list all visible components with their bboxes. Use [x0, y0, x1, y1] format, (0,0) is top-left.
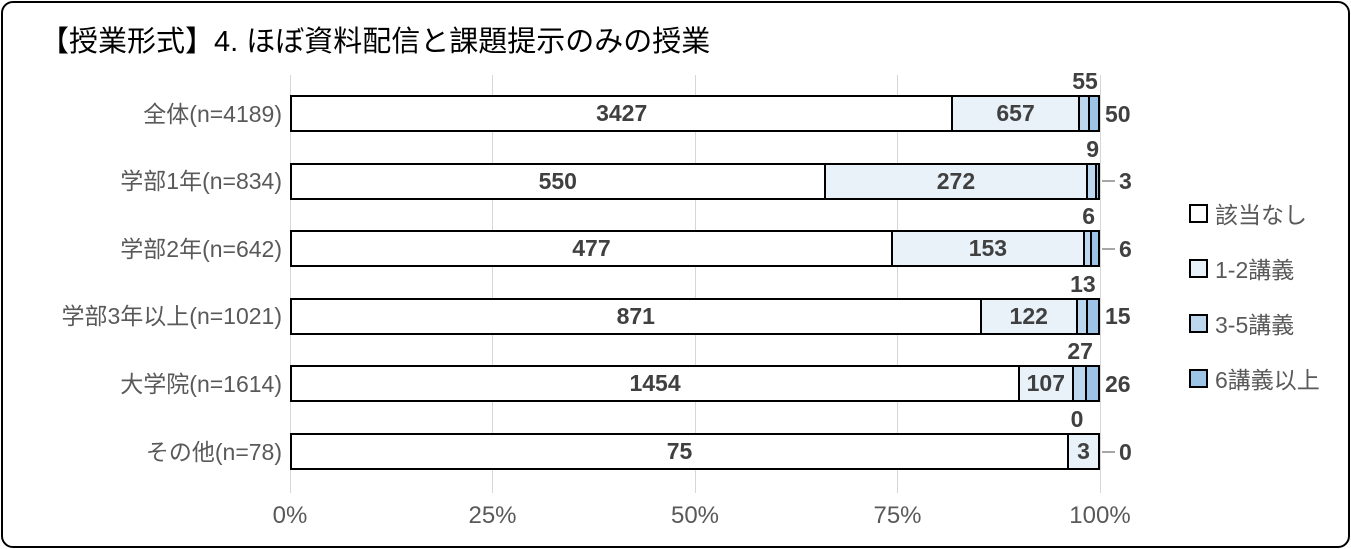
bar-segment-該当なし: 550: [292, 164, 824, 198]
bar-row: 550 272: [290, 162, 1100, 200]
bar-segment-3-5講義: [1075, 299, 1087, 333]
value-label-3-5講義: 27: [1067, 338, 1093, 365]
bar-segment-3-5講義: [1082, 232, 1091, 266]
bar-segment-該当なし: 3427: [292, 97, 952, 130]
bar-segment-6講義以上: [1090, 232, 1098, 266]
value-label-該当なし: 75: [666, 438, 693, 464]
bar-segment-3-5講義: [1086, 164, 1096, 198]
value-label-該当なし: 550: [538, 167, 577, 194]
legend-item-3-5講義: 3-5講義: [1189, 309, 1295, 338]
value-label-6講義以上: 26: [1105, 370, 1131, 397]
bar-segment-1-2講義: 153: [890, 232, 1083, 266]
category-label: 学部1年(n=834): [120, 168, 282, 195]
bar-segment-1-2講義: 657: [951, 97, 1078, 130]
legend-swatch-icon: [1189, 368, 1208, 388]
value-label-該当なし: 871: [616, 302, 655, 329]
value-label-3-5講義: 0: [1070, 406, 1084, 432]
category-label: 学部3年以上(n=1021): [61, 303, 283, 330]
legend-swatch-icon: [1189, 258, 1208, 278]
bar-segment-1-2講義: 107: [1018, 367, 1072, 401]
value-label-1-2講義: 153: [968, 235, 1008, 262]
category-label: その他(n=78): [145, 438, 282, 465]
bar-row: 1454 107: [290, 365, 1100, 403]
value-label-1-2講義: 272: [936, 167, 976, 194]
bar-segment-6講義以上: [1088, 97, 1098, 130]
bar-segment-3-5講義: [1071, 367, 1085, 401]
value-label-6講義以上: 0: [1119, 438, 1132, 465]
bar-row: 477 153: [290, 230, 1100, 268]
value-label-6講義以上: 3: [1119, 168, 1132, 195]
legend-label: 該当なし: [1215, 202, 1307, 228]
legend-item-6講義以上: 6講義以上: [1189, 364, 1320, 393]
value-label-1-2講義: 3: [1077, 438, 1090, 464]
bar-segment-6講義以上: [1084, 367, 1098, 401]
bar-segment-1-2講義: 272: [823, 164, 1087, 198]
value-label-1-2講義: 107: [1026, 370, 1065, 397]
category-label: 全体(n=4189): [143, 100, 282, 127]
gridline-75: [897, 75, 898, 493]
value-label-3-5講義: 13: [1070, 270, 1096, 297]
legend-item-1-2講義: 1-2講義: [1189, 254, 1295, 283]
bar-segment-該当なし: 75: [292, 435, 1067, 468]
gridline-25: [492, 75, 493, 493]
leader-line: [1102, 180, 1115, 183]
gridline-50: [694, 75, 696, 493]
gridline-100: [1099, 75, 1101, 493]
value-label-6講義以上: 6: [1119, 235, 1132, 262]
legend-item-該当なし: 該当なし: [1189, 199, 1307, 228]
legend-swatch-icon: [1189, 313, 1208, 333]
bar-segment-3-5講義: [1077, 97, 1089, 130]
x-tick-label-100: 100%: [1069, 502, 1131, 529]
legend-swatch-icon: [1189, 203, 1208, 223]
value-label-6講義以上: 50: [1105, 100, 1131, 127]
bar-segment-1-2講義: 3: [1067, 435, 1098, 468]
gridline-0: [289, 75, 291, 493]
legend-label: 6講義以上: [1215, 367, 1320, 393]
value-label-6講義以上: 15: [1105, 303, 1131, 330]
category-label: 大学院(n=1614): [120, 370, 282, 397]
bar-row: 871 122: [290, 297, 1100, 335]
value-label-該当なし: 477: [572, 235, 611, 262]
value-label-該当なし: 1454: [629, 370, 681, 397]
leader-line: [1102, 247, 1115, 250]
x-tick-label-0: 0%: [272, 502, 308, 529]
legend-label: 1-2講義: [1215, 257, 1295, 283]
leader-line: [1102, 450, 1115, 453]
chart-title: 【授業形式】4. ほぼ資料配信と課題提示のみの授業: [40, 26, 711, 58]
bar-segment-6講義以上: [1095, 164, 1098, 198]
value-label-3-5講義: 55: [1072, 68, 1098, 94]
bar-segment-1-2講義: 122: [979, 299, 1076, 333]
value-label-1-2講義: 657: [996, 100, 1035, 126]
bar-row: 3427 657: [290, 95, 1100, 132]
legend-label: 3-5講義: [1215, 312, 1295, 338]
bar-segment-該当なし: 871: [292, 299, 980, 333]
x-tick-label-75: 75%: [873, 502, 922, 529]
value-label-3-5講義: 9: [1086, 135, 1100, 162]
bar-segment-6講義以上: [1086, 299, 1098, 333]
bar-segment-該当なし: 1454: [292, 367, 1019, 401]
bar-segment-該当なし: 477: [292, 232, 891, 266]
value-label-1-2講義: 122: [1009, 302, 1048, 329]
x-tick-label-25: 25%: [468, 502, 517, 529]
bar-row: 75 3: [290, 433, 1100, 470]
value-label-3-5講義: 6: [1082, 203, 1096, 230]
value-label-該当なし: 3427: [596, 100, 648, 126]
category-label: 学部2年(n=642): [120, 235, 282, 262]
x-tick-label-50: 50%: [670, 502, 720, 529]
plot-area: 3427 657 55 50 550 272 9 3 477 153 6 6 871 122 13 15 145…: [289, 69, 1132, 493]
